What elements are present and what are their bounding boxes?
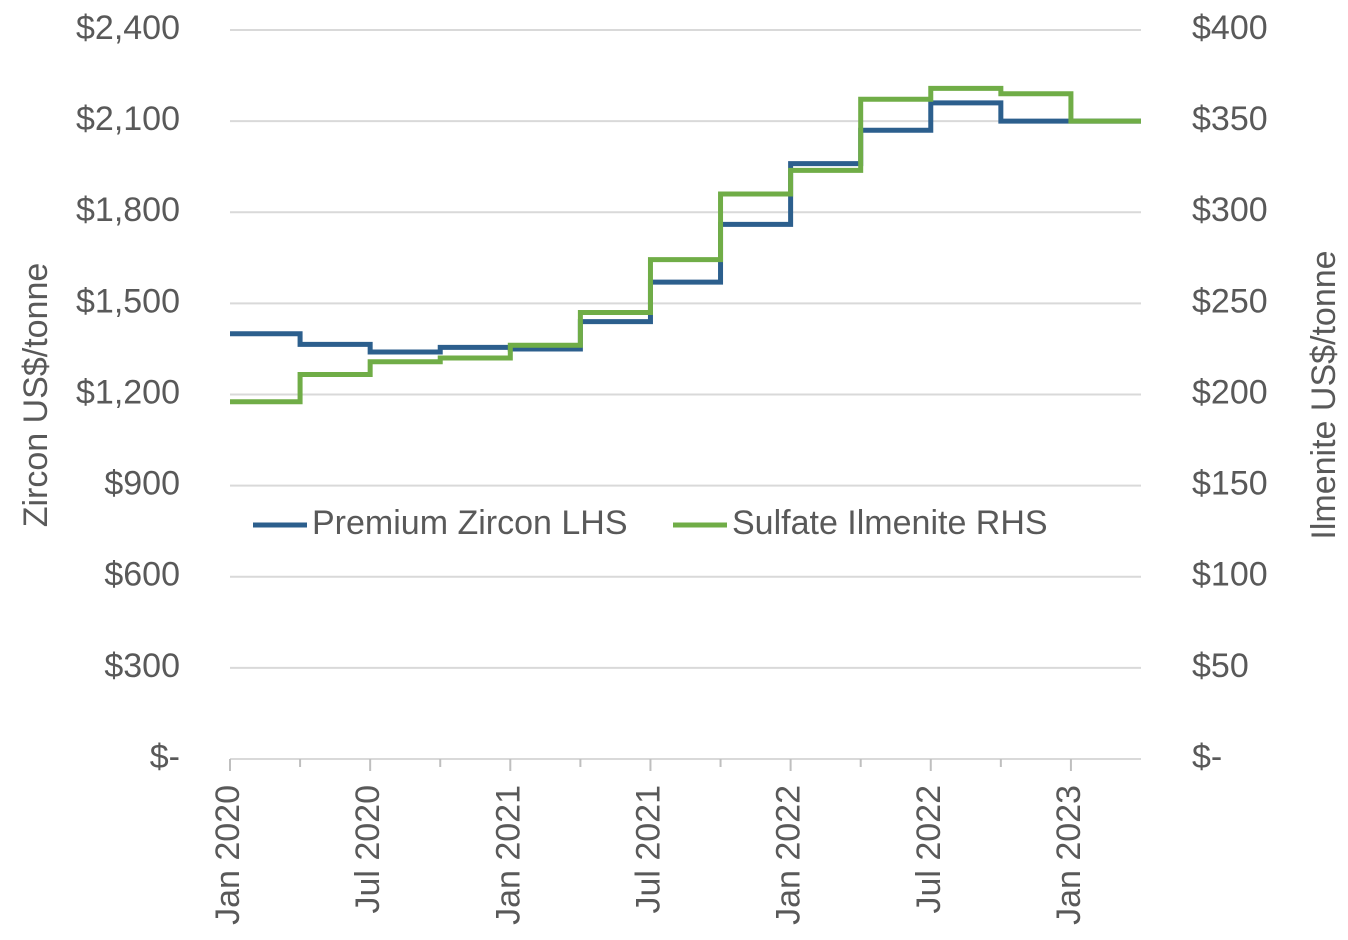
legend-label: Sulfate Ilmenite RHS <box>732 504 1048 542</box>
legend-label: Premium Zircon LHS <box>312 504 628 542</box>
y-tick-label: $900 <box>104 465 180 503</box>
x-tick-label: Jan 2021 <box>489 785 527 925</box>
y2-tick-label: $200 <box>1192 373 1268 411</box>
y2-tick-label: $250 <box>1192 282 1268 320</box>
y2-axis-title: Ilmenite US$/tonne <box>1305 250 1343 539</box>
step-line <box>230 85 1141 405</box>
y-tick-label: $2,100 <box>76 100 180 138</box>
x-tick-label: Jul 2020 <box>349 785 387 914</box>
y2-tick-label: $- <box>1192 738 1222 776</box>
step-line <box>230 100 1141 355</box>
y2-tick-label: $100 <box>1192 556 1268 594</box>
y2-tick-label: $300 <box>1192 191 1268 229</box>
y2-tick-label: $150 <box>1192 465 1268 503</box>
x-tick-label: Jan 2020 <box>209 785 247 925</box>
y-tick-label: $- <box>150 738 180 776</box>
y2-tick-label: $400 <box>1192 9 1268 47</box>
x-tick-label: Jan 2022 <box>770 785 808 925</box>
y2-tick-label: $350 <box>1192 100 1268 138</box>
x-tick-label: Jul 2021 <box>629 785 667 914</box>
y-tick-label: $300 <box>104 647 180 685</box>
y-tick-label: $600 <box>104 556 180 594</box>
y-tick-label: $1,800 <box>76 191 180 229</box>
y-axis-title: Zircon US$/tonne <box>17 263 55 528</box>
x-tick-label: Jul 2022 <box>910 785 948 914</box>
y-tick-label: $1,200 <box>76 373 180 411</box>
y-tick-label: $2,400 <box>76 9 180 47</box>
x-tick-label: Jan 2023 <box>1050 785 1088 925</box>
y2-tick-label: $50 <box>1192 647 1249 685</box>
y-tick-label: $1,500 <box>76 282 180 320</box>
